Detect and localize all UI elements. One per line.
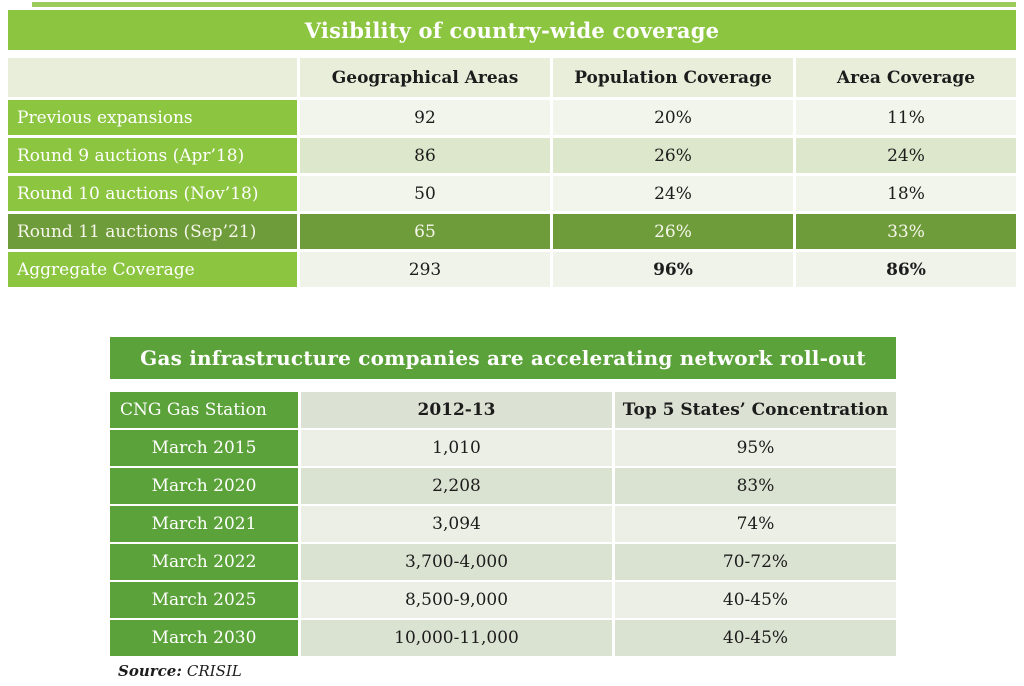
- cell-geographical-areas: 86: [300, 138, 550, 173]
- cell-concentration: 83%: [615, 468, 896, 504]
- cell-area-coverage: 33%: [796, 214, 1016, 249]
- row-label: Round 10 auctions (Nov’18): [8, 176, 297, 211]
- table-row: Round 10 auctions (Nov’18) 50 24% 18%: [8, 176, 1016, 211]
- coverage-col-geographical-areas: Geographical Areas: [300, 58, 550, 97]
- source-label: Source:: [118, 662, 182, 680]
- cell-station-count: 2,208: [301, 468, 612, 504]
- cell-population-coverage: 20%: [553, 100, 793, 135]
- cng-col-2012-13: 2012-13: [301, 392, 612, 428]
- cell-concentration: 40-45%: [615, 620, 896, 656]
- cng-col-top5-concentration: Top 5 States’ Concentration: [615, 392, 896, 428]
- cng-table-header-row: CNG Gas Station 2012-13 Top 5 States’ Co…: [110, 392, 896, 428]
- row-label: March 2030: [110, 620, 298, 656]
- cell-station-count: 1,010: [301, 430, 612, 466]
- table-row-highlighted: Round 11 auctions (Sep’21) 65 26% 33%: [8, 214, 1016, 249]
- row-label: Previous expansions: [8, 100, 297, 135]
- cell-geographical-areas: 92: [300, 100, 550, 135]
- cell-population-coverage: 26%: [553, 214, 793, 249]
- cell-population-coverage: 26%: [553, 138, 793, 173]
- cell-geographical-areas: 50: [300, 176, 550, 211]
- coverage-col-area-coverage: Area Coverage: [796, 58, 1016, 97]
- cell-population-coverage: 96%: [553, 252, 793, 287]
- cell-area-coverage: 11%: [796, 100, 1016, 135]
- cell-concentration: 70-72%: [615, 544, 896, 580]
- row-label: Round 9 auctions (Apr’18): [8, 138, 297, 173]
- table-row: Previous expansions 92 20% 11%: [8, 100, 1016, 135]
- table-row: March 2015 1,010 95%: [110, 430, 896, 466]
- cell-station-count: 3,094: [301, 506, 612, 542]
- cell-station-count: 8,500-9,000: [301, 582, 612, 618]
- cell-area-coverage: 18%: [796, 176, 1016, 211]
- cell-area-coverage: 86%: [796, 252, 1016, 287]
- cell-station-count: 10,000-11,000: [301, 620, 612, 656]
- source-attribution: Source: CRISIL: [118, 662, 242, 680]
- cell-concentration: 40-45%: [615, 582, 896, 618]
- coverage-table-section: Visibility of country-wide coverage Geog…: [8, 10, 1016, 290]
- cell-geographical-areas: 65: [300, 214, 550, 249]
- coverage-table-title: Visibility of country-wide coverage: [8, 10, 1016, 50]
- cng-col-gas-station: CNG Gas Station: [110, 392, 298, 428]
- cng-stations-table-section: Gas infrastructure companies are acceler…: [110, 337, 896, 658]
- cell-area-coverage: 24%: [796, 138, 1016, 173]
- cell-concentration: 95%: [615, 430, 896, 466]
- table-row: March 2022 3,700-4,000 70-72%: [110, 544, 896, 580]
- coverage-col-population-coverage: Population Coverage: [553, 58, 793, 97]
- cell-geographical-areas: 293: [300, 252, 550, 287]
- row-label: March 2025: [110, 582, 298, 618]
- table-row: March 2025 8,500-9,000 40-45%: [110, 582, 896, 618]
- cell-population-coverage: 24%: [553, 176, 793, 211]
- table-row: March 2021 3,094 74%: [110, 506, 896, 542]
- cell-concentration: 74%: [615, 506, 896, 542]
- row-label: Round 11 auctions (Sep’21): [8, 214, 297, 249]
- top-edge-strip: [32, 2, 1016, 7]
- table-row: March 2020 2,208 83%: [110, 468, 896, 504]
- row-label: March 2022: [110, 544, 298, 580]
- row-label: March 2020: [110, 468, 298, 504]
- coverage-corner-cell: [8, 58, 297, 97]
- cng-stations-table-title: Gas infrastructure companies are acceler…: [110, 337, 896, 379]
- table-row: Round 9 auctions (Apr’18) 86 26% 24%: [8, 138, 1016, 173]
- table-row: March 2030 10,000-11,000 40-45%: [110, 620, 896, 656]
- table-row-aggregate: Aggregate Coverage 293 96% 86%: [8, 252, 1016, 287]
- source-value: CRISIL: [186, 662, 242, 680]
- cell-station-count: 3,700-4,000: [301, 544, 612, 580]
- row-label: March 2015: [110, 430, 298, 466]
- coverage-table-header-row: Geographical Areas Population Coverage A…: [8, 58, 1016, 97]
- row-label: March 2021: [110, 506, 298, 542]
- row-label: Aggregate Coverage: [8, 252, 297, 287]
